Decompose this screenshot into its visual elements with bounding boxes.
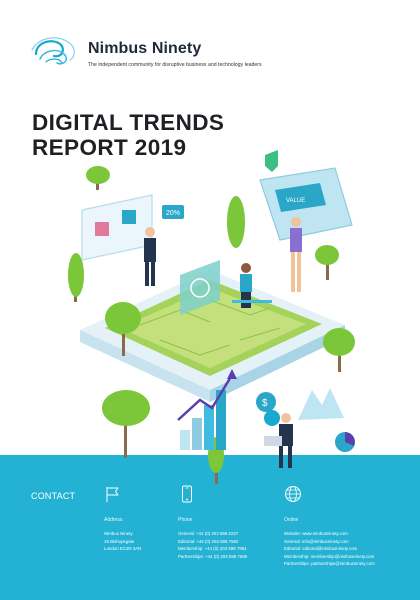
phone-line: General: +44 (0) 203 598 2237 [178, 531, 239, 536]
address-line: Nimbus Ninety [104, 531, 133, 536]
person-on-bench [232, 263, 272, 308]
brand-tagline: The independent community for disruptive… [88, 62, 262, 68]
tree [68, 253, 84, 302]
tree [227, 196, 245, 248]
phone-line: Editorial: +44 (0) 203 598 7582 [178, 538, 239, 544]
report-title: DIGITAL TRENDS REPORT 2019 [32, 110, 224, 160]
report-title-line-1: DIGITAL TRENDS [32, 110, 225, 135]
tree [105, 302, 141, 356]
online-line: Partnerships: partnerships@nimbusninety.… [284, 561, 375, 567]
online-line: Website: www.nimbusninety.com [284, 531, 348, 536]
card-label: VALUE [286, 198, 305, 204]
address-column: Address Nimbus Ninety 15 Bishopsgate Lon… [104, 485, 214, 553]
digital-trends-illustration: VALUE 20% [68, 150, 355, 484]
tree [102, 390, 150, 458]
person-with-laptop [264, 413, 293, 468]
smartphone-platform [80, 270, 345, 402]
dollar-coins-icon: $ [256, 392, 280, 426]
phone-line: Membership: +44 (0) 203 598 7981 [178, 546, 247, 552]
person-standing-left [144, 227, 156, 286]
online-line: General: info@nimbusninety.com [284, 538, 349, 544]
online-heading: Online [284, 517, 299, 523]
online-line: Membership: membership@nimbusninety.com [284, 553, 375, 559]
online-line: Editorial: editorial@nimbusninety.com [284, 546, 358, 552]
report-title-line-2: REPORT 2019 [32, 135, 187, 160]
svg-text:$: $ [262, 398, 268, 409]
tree [315, 245, 339, 280]
address-heading: Address [104, 517, 123, 523]
discount-label: 20% [166, 210, 180, 217]
tree [323, 328, 355, 372]
brand-name: Nimbus Ninety [88, 40, 202, 57]
shopping-screen [81, 194, 153, 261]
address-line: London EC2N 3AR [104, 546, 142, 552]
analytics-graphic [298, 388, 355, 452]
mobile-phone-icon [182, 485, 192, 503]
contact-footer: CONTACT Address Nimbus Ninety 15 Bishops… [0, 455, 420, 600]
phone-heading: Phone [178, 517, 193, 523]
shield-icon [265, 150, 278, 172]
tree [86, 166, 110, 190]
online-column: Online Website: www.nimbusninety.com Gen… [284, 485, 394, 568]
ai-brain-panel [180, 260, 220, 315]
discount-tag: 20% [162, 205, 184, 219]
contact-heading: CONTACT [31, 491, 76, 501]
globe-icon [285, 486, 301, 502]
flag-icon [106, 487, 119, 502]
logo-swirl-icon [31, 37, 75, 65]
phone-line: Partnerships: +44 (0) 203 598 7585 [178, 553, 248, 559]
header: Nimbus Ninety The independent community … [30, 32, 390, 76]
payment-screen: VALUE [259, 150, 353, 241]
address-line: 15 Bishopsgate [104, 538, 135, 544]
growth-bars-graphic [177, 369, 237, 450]
phone-column: Phone General: +44 (0) 203 598 2237 Edit… [178, 485, 288, 560]
person-standing-right [290, 217, 302, 292]
